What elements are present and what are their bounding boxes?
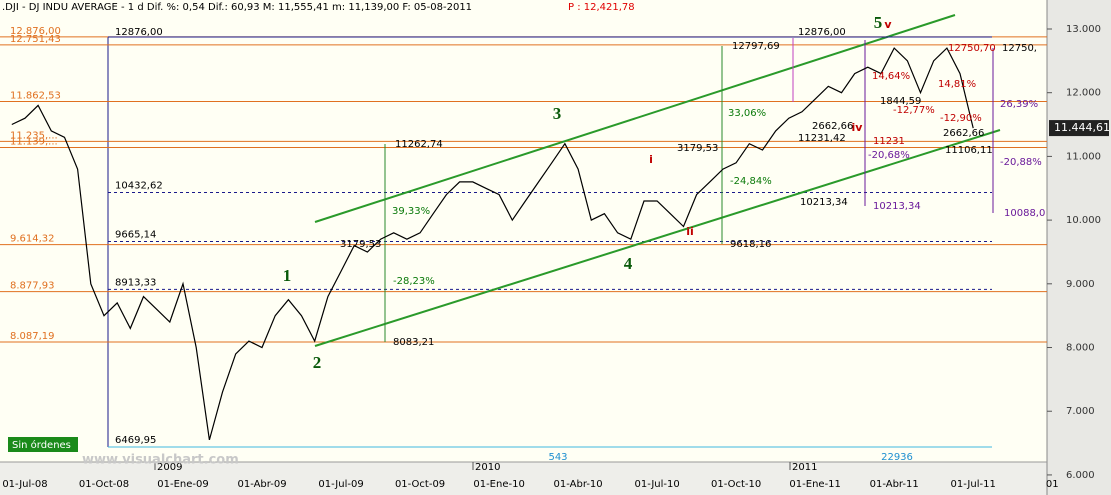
x-tick-label: 01-Jul-09	[318, 479, 363, 490]
annotation: -12,90%	[940, 113, 982, 124]
wave-label: 3	[553, 104, 562, 123]
y-tick-label: 6.000	[1066, 470, 1095, 481]
annotation: 9618,16	[730, 239, 771, 250]
dashed-level-label: 9665,14	[115, 229, 156, 240]
level-label: 9.614,32	[10, 234, 55, 245]
x-tick-label: 01-Oct-08	[79, 479, 129, 490]
wave-label: iv	[852, 121, 864, 134]
drawing-line	[314, 14, 956, 223]
level-label: 12.751,43	[10, 34, 61, 45]
annotation: 26,39%	[1000, 99, 1038, 110]
annotation: 1844,59	[880, 96, 921, 107]
y-tick-label: 9.000	[1066, 279, 1095, 290]
level-label: 11.139,...	[10, 137, 58, 148]
annotation: 8083,21	[393, 337, 434, 348]
level-label: 8.877,93	[10, 281, 55, 292]
annotation: 2662,66	[812, 121, 853, 132]
wave-label: 2	[313, 353, 322, 372]
x-tick-label: 01-Ene-11	[789, 479, 840, 490]
annotation: 10088,0	[1004, 208, 1045, 219]
y-tick-label: 10.000	[1066, 215, 1101, 226]
annotation: 2662,66	[943, 128, 984, 139]
status: Sin órdenes	[12, 439, 71, 451]
x-tick-label: 01-Abr-11	[870, 479, 919, 490]
volume-label: 543	[548, 452, 567, 463]
annotation: 10213,34	[800, 197, 848, 208]
annotation: 12750,70	[948, 43, 996, 54]
annotation: 14,81%	[938, 79, 976, 90]
year-label: 2011	[792, 462, 817, 473]
annotation: 12876,00	[798, 27, 846, 38]
annotation: 11231	[873, 136, 905, 147]
annotation: 14,64%	[872, 71, 910, 82]
x-tick-label: 01-Jul-08	[2, 479, 47, 490]
x-tick-label: 01-Ene-10	[473, 479, 524, 490]
annotation: 6469,95	[115, 435, 156, 446]
dashed-level-label: 10432,62	[115, 181, 163, 192]
wave-label: v	[884, 18, 892, 31]
annotation: 12876,00	[115, 27, 163, 38]
header-price: P : 12,421,78	[568, 2, 635, 13]
x-tick-label: 01-Oct-10	[711, 479, 761, 490]
annotation: -28,23%	[393, 276, 435, 287]
annotation: -20,68%	[868, 150, 910, 161]
wave-label: 1	[283, 266, 292, 285]
plot-background	[0, 0, 1047, 495]
last-price-label: 11.444,61	[1054, 121, 1110, 134]
y-tick-label: 8.000	[1066, 343, 1095, 354]
year-label: 2009	[157, 462, 182, 473]
level-label: 11.235,...	[10, 130, 58, 141]
level-label: 8.087,19	[10, 331, 55, 342]
watermark: www.visualchart.com	[82, 453, 239, 468]
annotation: 12797,69	[732, 41, 780, 52]
wave-label: i	[649, 153, 653, 166]
level-label: 11.862,53	[10, 90, 61, 101]
x-tick-label: 01-Ene-09	[157, 479, 208, 490]
annotation: -12,77%	[893, 105, 935, 116]
x-tick-label: 01-Oct-09	[395, 479, 445, 490]
header: .DJI - DJ INDU AVERAGE - 1 d Dif. %: 0,5…	[2, 2, 472, 13]
header-bg	[0, 0, 640, 13]
date-strip	[0, 462, 1047, 495]
wave-label: 5	[874, 13, 883, 32]
last-price-box	[1049, 120, 1109, 137]
x-tick-label: 01-Abr-10	[554, 479, 603, 490]
drawing-line	[314, 129, 1001, 347]
annotation: 10213,34	[873, 201, 921, 212]
annotation: 12750,	[1002, 43, 1037, 54]
annotation: 33,06%	[728, 108, 766, 119]
annotation: 11106,11	[945, 145, 993, 156]
level-label: 12.876,00	[10, 26, 61, 37]
x-tick-label: 01	[1046, 479, 1059, 490]
annotation: 11231,42	[798, 133, 846, 144]
annotation: 39,33%	[392, 206, 430, 217]
x-tick-label: 01-Jul-11	[951, 479, 996, 490]
x-tick-label: 01-Jul-10	[634, 479, 679, 490]
x-tick-label: 01-Abr-09	[237, 479, 286, 490]
annotation: 11262,74	[395, 139, 443, 150]
status-box	[8, 437, 78, 452]
dashed-level-label: 8913,33	[115, 277, 156, 288]
annotation: 3179,53	[340, 239, 381, 250]
annotation: -24,84%	[730, 176, 772, 187]
wave-label: 4	[624, 254, 633, 273]
annotation: -20,88%	[1000, 157, 1042, 168]
wave-label: ii	[686, 225, 694, 238]
price-line	[11, 47, 974, 441]
y-tick-label: 7.000	[1066, 406, 1095, 417]
y-tick-label: 11.000	[1066, 151, 1101, 162]
value-axis-panel	[1047, 0, 1111, 495]
y-tick-label: 12.000	[1066, 88, 1101, 99]
annotation: 3179,53	[677, 143, 718, 154]
year-label: 2010	[475, 462, 500, 473]
volume-label: 22936	[881, 452, 913, 463]
y-tick-label: 13.000	[1066, 24, 1101, 35]
